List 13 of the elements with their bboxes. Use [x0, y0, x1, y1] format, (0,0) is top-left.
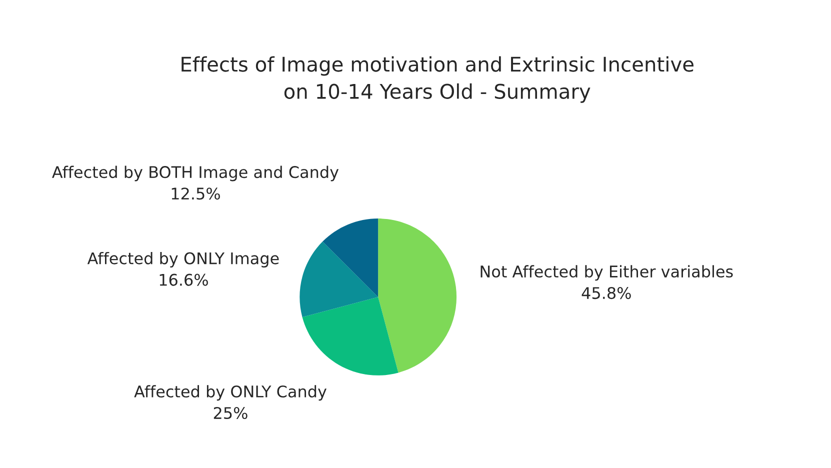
pie-slice [322, 218, 378, 297]
slice-label: Not Affected by Either variables [480, 265, 733, 281]
data-label: 25% [214, 406, 248, 420]
chart-title: Effects of Image motivation and Extrinsic Incentive on 10-14 Years Old - Summary [182, 56, 694, 103]
data-label: 16.6% [160, 274, 208, 286]
pie-slice [378, 218, 457, 373]
pie-slice [302, 296, 398, 376]
slice-label: Affected by BOTH Image and Candy [52, 166, 339, 182]
slice-label: Affected by ONLY Image [87, 252, 279, 268]
slice-label: Affected by ONLY Candy [134, 385, 326, 401]
data-label: 45.8% [582, 286, 631, 300]
data-label: 12.5% [172, 188, 220, 200]
pie-slice [300, 242, 378, 318]
